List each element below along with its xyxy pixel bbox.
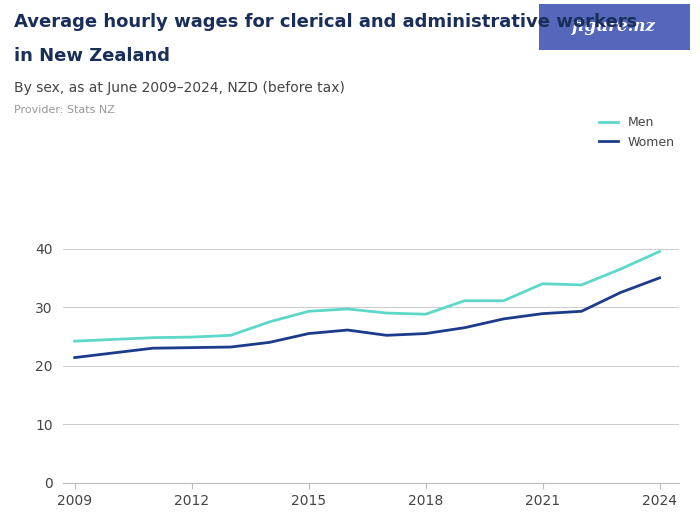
Text: Average hourly wages for clerical and administrative workers: Average hourly wages for clerical and ad… (14, 13, 637, 31)
Text: Provider: Stats NZ: Provider: Stats NZ (14, 105, 115, 115)
Text: figure.nz: figure.nz (573, 18, 657, 35)
Legend: Men, Women: Men, Women (594, 111, 680, 153)
Text: in New Zealand: in New Zealand (14, 47, 170, 65)
Text: By sex, as at June 2009–2024, NZD (before tax): By sex, as at June 2009–2024, NZD (befor… (14, 81, 345, 96)
